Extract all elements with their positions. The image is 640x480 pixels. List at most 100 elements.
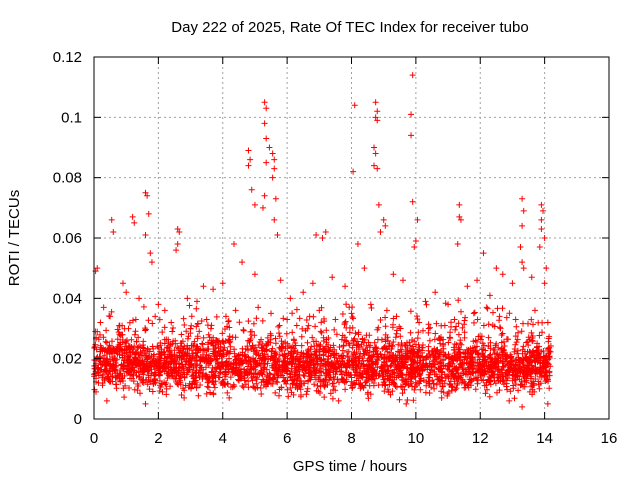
data-point	[538, 216, 545, 223]
data-point	[245, 147, 252, 154]
data-point	[380, 216, 387, 223]
data-point	[377, 228, 384, 235]
data-point	[97, 319, 104, 326]
data-point	[480, 250, 487, 257]
data-point	[174, 225, 181, 232]
data-point	[107, 313, 114, 320]
data-point	[136, 295, 143, 302]
data-point	[284, 316, 291, 323]
data-point	[483, 304, 490, 311]
data-point	[332, 316, 339, 323]
data-point	[496, 313, 503, 320]
dense-band-markers	[91, 297, 554, 404]
data-point	[372, 150, 379, 157]
y-tick-label: 0	[74, 411, 82, 428]
data-point	[519, 403, 526, 410]
data-point	[300, 289, 307, 296]
data-point	[506, 397, 513, 404]
data-point	[374, 108, 381, 115]
ticks-layer: 0 2 4 6 8 10 12 14 16 0 0.02 0.04 0.06 0.08 0.1 0.12	[53, 49, 618, 447]
data-point	[457, 216, 464, 223]
data-point	[251, 271, 258, 278]
data-point	[400, 277, 406, 284]
data-point	[454, 241, 461, 248]
data-point	[451, 316, 458, 323]
data-point	[544, 319, 551, 326]
data-point	[441, 322, 448, 329]
data-point	[541, 235, 548, 241]
data-point	[144, 192, 151, 199]
data-point	[438, 394, 445, 401]
data-point	[393, 313, 400, 320]
data-point	[287, 295, 294, 302]
data-point	[499, 271, 506, 278]
data-point	[272, 195, 279, 202]
data-point	[372, 114, 379, 121]
data-point	[100, 304, 107, 311]
data-point	[293, 322, 300, 329]
data-point	[245, 162, 252, 169]
data-point	[319, 235, 326, 241]
data-point	[309, 280, 316, 287]
data-point	[354, 241, 361, 248]
y-tick-label: 0.02	[53, 351, 82, 368]
data-point	[520, 207, 527, 214]
data-point	[412, 238, 419, 245]
data-point	[493, 265, 500, 272]
data-point	[123, 289, 130, 296]
data-point	[261, 99, 268, 106]
data-point	[512, 316, 519, 323]
data-point	[536, 244, 543, 251]
dense-data-band	[91, 297, 554, 404]
data-point	[142, 400, 149, 407]
data-point	[194, 298, 200, 305]
x-tick-label: 12	[472, 430, 489, 447]
data-point	[103, 397, 110, 404]
data-point	[268, 310, 275, 317]
data-point	[161, 307, 168, 314]
data-point	[409, 72, 416, 79]
x-tick-label: 4	[219, 430, 227, 447]
data-point	[231, 241, 238, 248]
x-tick-label: 16	[601, 430, 618, 447]
data-point	[422, 298, 429, 305]
data-point	[210, 286, 217, 293]
data-point	[152, 313, 159, 320]
data-point	[266, 144, 273, 151]
data-point	[108, 216, 115, 223]
x-tick-label: 14	[536, 430, 553, 447]
data-point	[348, 310, 355, 317]
data-point	[239, 259, 246, 266]
x-tick-label: 2	[154, 430, 162, 447]
y-tick-label: 0.04	[53, 290, 82, 307]
data-point	[187, 325, 194, 332]
data-point	[414, 216, 421, 223]
data-point	[383, 307, 390, 314]
data-point	[269, 150, 276, 157]
data-point	[181, 394, 188, 401]
data-point	[416, 319, 423, 326]
x-axis-label: GPS time / hours	[293, 458, 407, 475]
data-point	[263, 159, 270, 166]
data-point	[519, 195, 526, 202]
y-tick-label: 0.08	[53, 170, 82, 187]
data-point	[408, 132, 415, 139]
x-tick-label: 8	[347, 430, 355, 447]
data-point	[247, 156, 254, 163]
data-point	[184, 295, 191, 302]
data-point	[222, 313, 229, 320]
x-tick-label: 6	[283, 430, 291, 447]
data-point	[517, 244, 524, 251]
data-point	[528, 274, 535, 281]
data-point	[142, 189, 149, 196]
data-point	[110, 228, 117, 235]
x-tick-label: 10	[408, 430, 425, 447]
data-point	[375, 201, 382, 208]
data-point	[342, 283, 349, 290]
data-point	[219, 280, 226, 287]
data-point	[131, 219, 138, 226]
y-axis-label: ROTI / TECUs	[6, 190, 23, 286]
data-point	[464, 283, 471, 290]
data-point	[129, 213, 136, 220]
